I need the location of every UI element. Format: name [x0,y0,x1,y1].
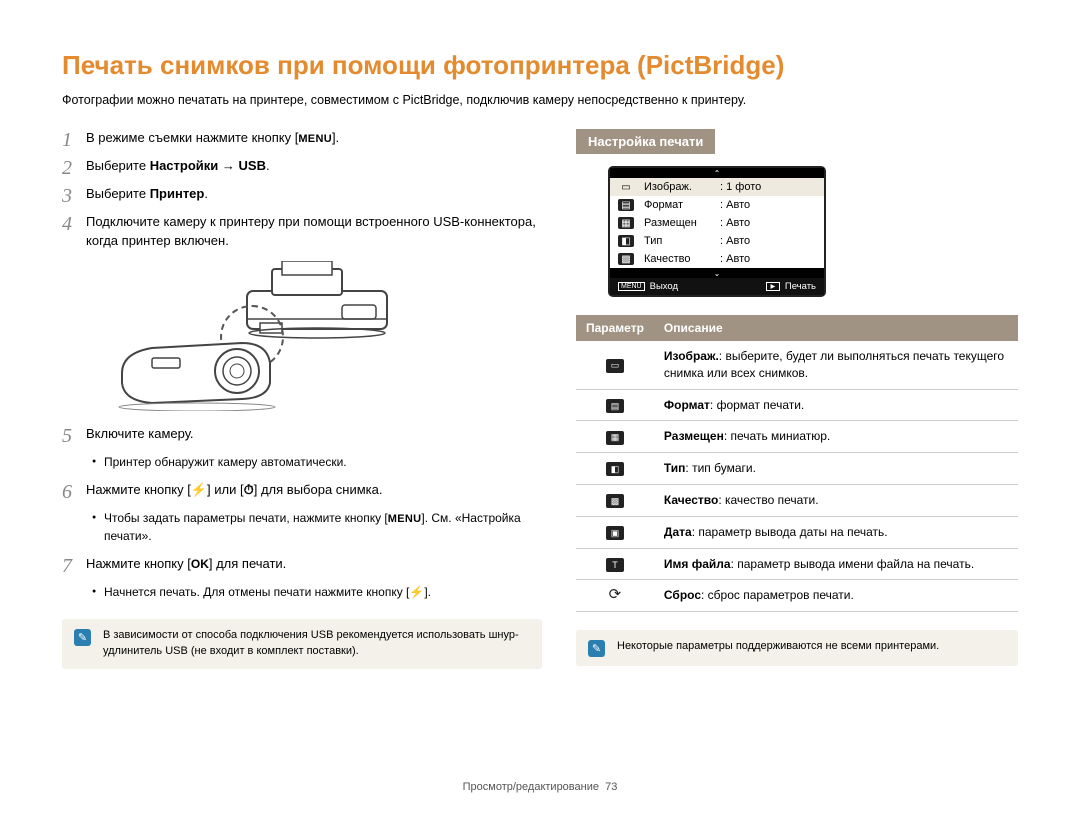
print-settings-heading: Настройка печати [576,129,715,154]
param-desc: Качество: качество печати. [654,484,1018,516]
step-1: 1 В режиме съемки нажмите кнопку [MENU]. [62,129,542,151]
param-icon: ◧ [606,462,624,476]
row-value: Авто [720,235,750,247]
parameters-table: Параметр Описание ▭ Изображ.: выберите, б… [576,315,1018,612]
play-icon: ▸ [766,282,780,291]
step-3: 3 Выберите Принтер. [62,185,542,207]
param-desc: Имя файла: параметр вывода имени файла н… [654,548,1018,580]
intro-text: Фотографии можно печатать на принтере, с… [62,93,1018,107]
param-desc: Изображ.: выберите, будет ли выполняться… [654,341,1018,389]
param-desc: Формат: формат печати. [654,389,1018,421]
step-7: 7 Нажмите кнопку [OK] для печати. [62,555,542,577]
timer-icon: ⏱ [244,481,254,500]
row-icon: ▩ [618,253,634,265]
screen-row: ▩ Качество Авто [610,250,824,268]
usb-note: ✎ В зависимости от способа подключения U… [62,619,542,669]
screen-row: ▭ Изображ. 1 фото [610,178,824,196]
screen-row: ▤ Формат Авто [610,196,824,214]
row-icon: ◧ [618,235,634,247]
row-icon: ▦ [618,217,634,229]
table-row: ▭ Изображ.: выберите, будет ли выполнятьс… [576,341,1018,389]
param-icon: ▤ [606,399,624,413]
param-icon: ▣ [606,526,624,540]
step-2: 2 Выберите Настройки → USB. [62,157,542,179]
step-4: 4 Подключите камеру к принтеру при помощ… [62,213,542,251]
flash-icon: ⚡ [409,583,424,601]
left-column: 1 В режиме съемки нажмите кнопку [MENU].… [62,129,542,669]
th-param: Параметр [576,315,654,341]
menu-button-label: MENU [298,133,332,145]
lcd-screen: ⌃ ▭Изображ.1 фото▤ФорматАвто▦РазмещенАвт… [608,166,826,297]
row-icon: ▭ [618,181,634,193]
exit-label: Выход [650,281,678,292]
row-value: Авто [720,253,750,265]
row-label: Изображ. [644,181,710,193]
param-icon: ▩ [606,494,624,508]
param-icon: T [606,558,624,572]
table-row: ▩ Качество: качество печати. [576,484,1018,516]
menu-button-label: MENU [388,513,422,525]
table-row: ▦ Размещен: печать миниатюр. [576,421,1018,453]
param-icon: ▦ [606,431,624,445]
print-label: Печать [785,281,816,292]
param-icon: ⟳ [606,588,624,602]
table-row: ⟳ Сброс: сброс параметров печати. [576,580,1018,612]
param-icon: ▭ [606,359,624,373]
camera-icon [112,333,282,411]
info-icon: ✎ [588,640,605,657]
param-desc: Размещен: печать миниатюр. [654,421,1018,453]
th-desc: Описание [654,315,1018,341]
table-row: ▤ Формат: формат печати. [576,389,1018,421]
step-6-bullets: Чтобы задать параметры печати, нажмите к… [92,509,542,546]
camera-printer-illustration [112,261,392,411]
page-title: Печать снимков при помощи фотопринтера (… [62,50,1018,81]
flash-icon: ⚡ [191,481,207,500]
row-value: 1 фото [720,181,761,193]
screen-row: ◧ Тип Авто [610,232,824,250]
row-label: Размещен [644,217,710,229]
row-icon: ▤ [618,199,634,211]
info-icon: ✎ [74,629,91,646]
param-desc: Сброс: сброс параметров печати. [654,580,1018,612]
step-7-bullets: Начнется печать. Для отмены печати нажми… [92,583,542,601]
menu-footer-icon: MENU [618,282,645,292]
param-desc: Дата: параметр вывода даты на печать. [654,516,1018,548]
screen-row: ▦ Размещен Авто [610,214,824,232]
printer-support-note: ✎ Некоторые параметры поддерживаются не … [576,630,1018,666]
row-label: Тип [644,235,710,247]
page-footer: Просмотр/редактирование 73 [0,781,1080,793]
row-value: Авто [720,217,750,229]
row-label: Качество [644,253,710,265]
right-column: Настройка печати ⌃ ▭Изображ.1 фото▤Форма… [576,129,1018,669]
param-desc: Тип: тип бумаги. [654,453,1018,485]
step-6: 6 Нажмите кнопку [⚡] или [⏱] для выбора … [62,481,542,503]
table-row: ◧ Тип: тип бумаги. [576,453,1018,485]
step-5: 5 Включите камеру. [62,425,542,447]
table-row: T Имя файла: параметр вывода имени файла … [576,548,1018,580]
row-label: Формат [644,199,710,211]
step-5-bullets: Принтер обнаружит камеру автоматически. [92,453,542,471]
table-row: ▣ Дата: параметр вывода даты на печать. [576,516,1018,548]
ok-button-label: OK [191,557,209,571]
row-value: Авто [720,199,750,211]
